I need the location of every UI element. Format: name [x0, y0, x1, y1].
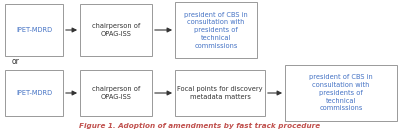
Bar [5, 70, 63, 116]
Bar [175, 2, 257, 58]
Bar [175, 70, 265, 116]
Text: Figure 1. Adoption of amendments by fast track procedure: Figure 1. Adoption of amendments by fast… [80, 123, 320, 129]
Text: or: or [12, 58, 20, 67]
Text: president of CBS in
consultation with
presidents of
technical
commissions: president of CBS in consultation with pr… [309, 75, 373, 112]
Bar [285, 65, 397, 121]
Text: chairperson of
OPAG-ISS: chairperson of OPAG-ISS [92, 23, 140, 37]
Text: Focal points for discovery
metadata matters: Focal points for discovery metadata matt… [177, 86, 263, 100]
Text: president of CBS in
consultation with
presidents of
technical
commissions: president of CBS in consultation with pr… [184, 12, 248, 49]
Text: IPET-MDRD: IPET-MDRD [16, 27, 52, 33]
Bar [80, 4, 152, 56]
Bar [80, 70, 152, 116]
Bar [5, 4, 63, 56]
Text: IPET-MDRD: IPET-MDRD [16, 90, 52, 96]
Text: chairperson of
OPAG-ISS: chairperson of OPAG-ISS [92, 86, 140, 100]
